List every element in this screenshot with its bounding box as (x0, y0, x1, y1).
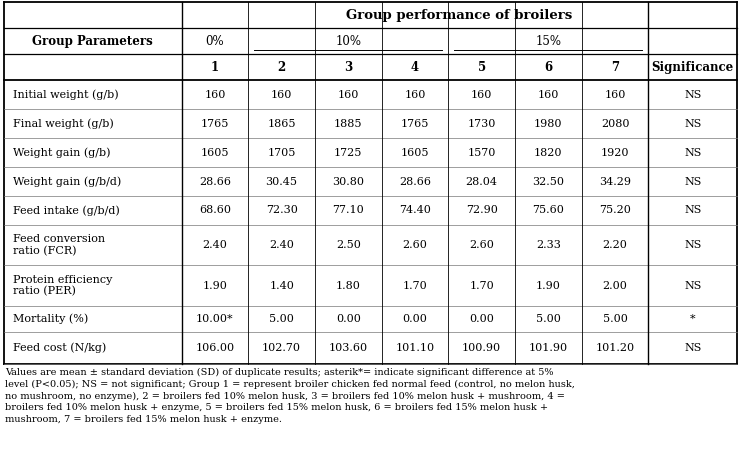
Text: Feed cost (N/kg): Feed cost (N/kg) (13, 342, 106, 353)
Text: 1920: 1920 (601, 147, 629, 158)
Text: 1980: 1980 (534, 119, 562, 129)
Text: Weight gain (g/b/d): Weight gain (g/b/d) (13, 176, 121, 187)
Text: 7: 7 (611, 61, 619, 74)
Text: 1.70: 1.70 (469, 281, 494, 291)
Text: NS: NS (684, 281, 702, 291)
Text: Values are mean ± standard deviation (SD) of duplicate results; asterik*= indica: Values are mean ± standard deviation (SD… (5, 368, 575, 423)
Text: Initial weight (g/b): Initial weight (g/b) (13, 89, 119, 100)
Text: 106.00: 106.00 (196, 343, 234, 353)
Text: 2.40: 2.40 (202, 240, 227, 250)
Text: 2080: 2080 (601, 119, 629, 129)
Text: NS: NS (684, 205, 702, 215)
Text: 2.60: 2.60 (469, 240, 494, 250)
Text: 5.00: 5.00 (536, 314, 561, 324)
Text: 1.90: 1.90 (536, 281, 561, 291)
Text: 6: 6 (545, 61, 552, 74)
Text: NS: NS (684, 343, 702, 353)
Text: 2.33: 2.33 (536, 240, 561, 250)
Text: 1570: 1570 (468, 147, 496, 158)
Text: 74.40: 74.40 (399, 205, 431, 215)
Text: 160: 160 (405, 90, 425, 100)
Text: 1605: 1605 (401, 147, 429, 158)
Text: 1885: 1885 (334, 119, 362, 129)
Text: NS: NS (684, 90, 702, 100)
Text: 0.00: 0.00 (336, 314, 361, 324)
Text: 2.40: 2.40 (269, 240, 294, 250)
Text: Significance: Significance (652, 61, 734, 74)
Text: 75.60: 75.60 (532, 205, 565, 215)
Text: 1.70: 1.70 (402, 281, 428, 291)
Text: Group performance of broilers: Group performance of broilers (346, 9, 573, 22)
Text: 15%: 15% (535, 35, 562, 48)
Text: 1765: 1765 (401, 119, 429, 129)
Text: 2.50: 2.50 (336, 240, 361, 250)
Text: 1.80: 1.80 (336, 281, 361, 291)
Text: 1730: 1730 (468, 119, 496, 129)
Text: 77.10: 77.10 (333, 205, 364, 215)
Text: 160: 160 (205, 90, 225, 100)
Text: 10%: 10% (335, 35, 362, 48)
Text: 28.04: 28.04 (465, 177, 498, 187)
Text: 72.90: 72.90 (465, 205, 498, 215)
Text: 1820: 1820 (534, 147, 562, 158)
Text: 1865: 1865 (268, 119, 296, 129)
Text: 0%: 0% (205, 35, 225, 48)
Text: 160: 160 (605, 90, 625, 100)
Text: 2: 2 (277, 61, 286, 74)
Text: 5.00: 5.00 (602, 314, 628, 324)
Text: 4: 4 (411, 61, 419, 74)
Text: 2.20: 2.20 (602, 240, 628, 250)
Text: 160: 160 (538, 90, 559, 100)
Text: 2.60: 2.60 (402, 240, 428, 250)
Text: Final weight (g/b): Final weight (g/b) (13, 118, 113, 129)
Text: 103.60: 103.60 (329, 343, 368, 353)
Text: NS: NS (684, 147, 702, 158)
Text: 28.66: 28.66 (199, 177, 231, 187)
Text: Weight gain (g/b): Weight gain (g/b) (13, 147, 110, 158)
Text: 10.00*: 10.00* (196, 314, 233, 324)
Text: 101.90: 101.90 (529, 343, 568, 353)
Text: 3: 3 (344, 61, 353, 74)
Text: 0.00: 0.00 (402, 314, 428, 324)
Text: 1: 1 (211, 61, 219, 74)
Text: NS: NS (684, 177, 702, 187)
Text: 160: 160 (471, 90, 492, 100)
Text: 30.45: 30.45 (265, 177, 298, 187)
Text: Feed intake (g/b/d): Feed intake (g/b/d) (13, 205, 119, 216)
Text: 1765: 1765 (201, 119, 229, 129)
Text: 34.29: 34.29 (599, 177, 631, 187)
Text: 68.60: 68.60 (199, 205, 231, 215)
Text: Mortality (%): Mortality (%) (13, 314, 88, 324)
Text: 100.90: 100.90 (462, 343, 501, 353)
Text: 1605: 1605 (201, 147, 229, 158)
Text: 1.90: 1.90 (202, 281, 227, 291)
Text: 101.10: 101.10 (396, 343, 434, 353)
Text: 1725: 1725 (334, 147, 362, 158)
Text: 160: 160 (271, 90, 292, 100)
Text: *: * (690, 314, 696, 324)
Text: Feed conversion
ratio (FCR): Feed conversion ratio (FCR) (13, 234, 104, 256)
Text: 30.80: 30.80 (332, 177, 365, 187)
Text: NS: NS (684, 119, 702, 129)
Text: 1705: 1705 (268, 147, 296, 158)
Text: 72.30: 72.30 (265, 205, 298, 215)
Text: 102.70: 102.70 (262, 343, 301, 353)
Text: 101.20: 101.20 (596, 343, 634, 353)
Text: 2.00: 2.00 (602, 281, 628, 291)
Text: 5.00: 5.00 (269, 314, 294, 324)
Text: 32.50: 32.50 (532, 177, 565, 187)
Text: 28.66: 28.66 (399, 177, 431, 187)
Text: 1.40: 1.40 (269, 281, 294, 291)
Text: NS: NS (684, 240, 702, 250)
Text: 75.20: 75.20 (599, 205, 631, 215)
Text: 5: 5 (478, 61, 485, 74)
Text: 0.00: 0.00 (469, 314, 494, 324)
Text: Group Parameters: Group Parameters (33, 35, 153, 48)
Text: Protein efficiency
ratio (PER): Protein efficiency ratio (PER) (13, 275, 112, 297)
Text: 160: 160 (338, 90, 359, 100)
